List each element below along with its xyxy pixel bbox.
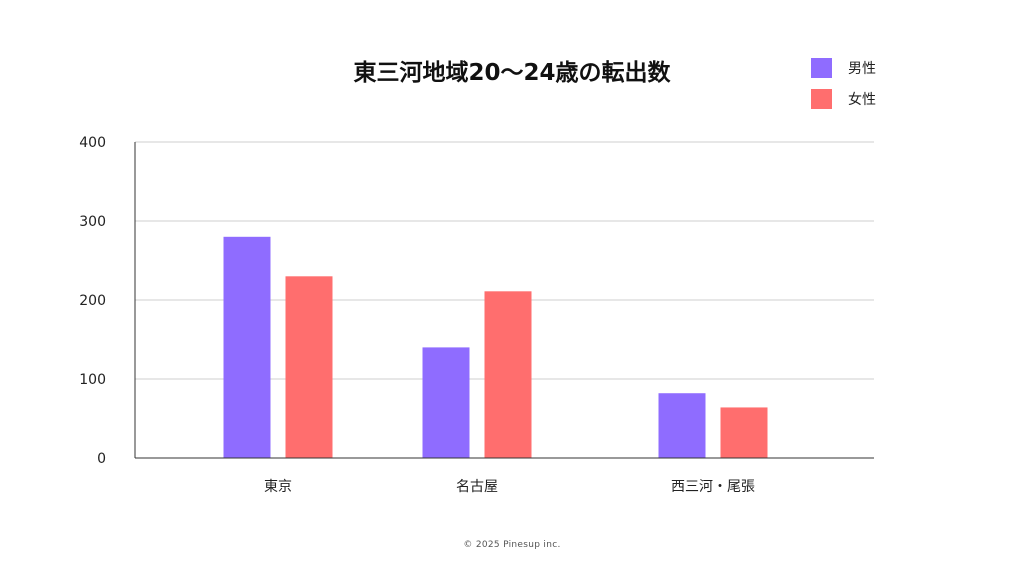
y-tick-label: 300 bbox=[79, 214, 106, 230]
bar-male-2 bbox=[658, 393, 706, 458]
bar-female-1 bbox=[484, 291, 532, 458]
x-tick-label: 西三河・尾張 bbox=[671, 479, 755, 495]
x-tick-label: 名古屋 bbox=[456, 479, 498, 495]
chart-title: 東三河地域20～24歳の転出数 bbox=[353, 59, 671, 86]
y-axis-tick-labels: 0 100 200 300 400 bbox=[79, 135, 106, 467]
legend-swatch bbox=[811, 89, 832, 109]
copyright-footer: © 2025 Pinesup inc. bbox=[463, 540, 561, 550]
bars bbox=[223, 236, 768, 458]
bar-male-0 bbox=[223, 236, 271, 458]
bar-female-2 bbox=[720, 407, 768, 458]
legend-label: 女性 bbox=[848, 91, 876, 108]
y-tick-label: 0 bbox=[97, 451, 106, 467]
legend-label: 男性 bbox=[848, 61, 876, 77]
y-tick-label: 200 bbox=[79, 293, 106, 309]
x-axis-tick-labels: 東京 名古屋 西三河・尾張 bbox=[264, 479, 755, 495]
y-tick-label: 400 bbox=[79, 135, 106, 151]
x-tick-label: 東京 bbox=[264, 479, 292, 495]
bar-male-1 bbox=[422, 347, 470, 458]
bar-female-0 bbox=[285, 276, 333, 458]
legend-swatch bbox=[811, 58, 832, 78]
y-tick-label: 100 bbox=[79, 372, 106, 388]
